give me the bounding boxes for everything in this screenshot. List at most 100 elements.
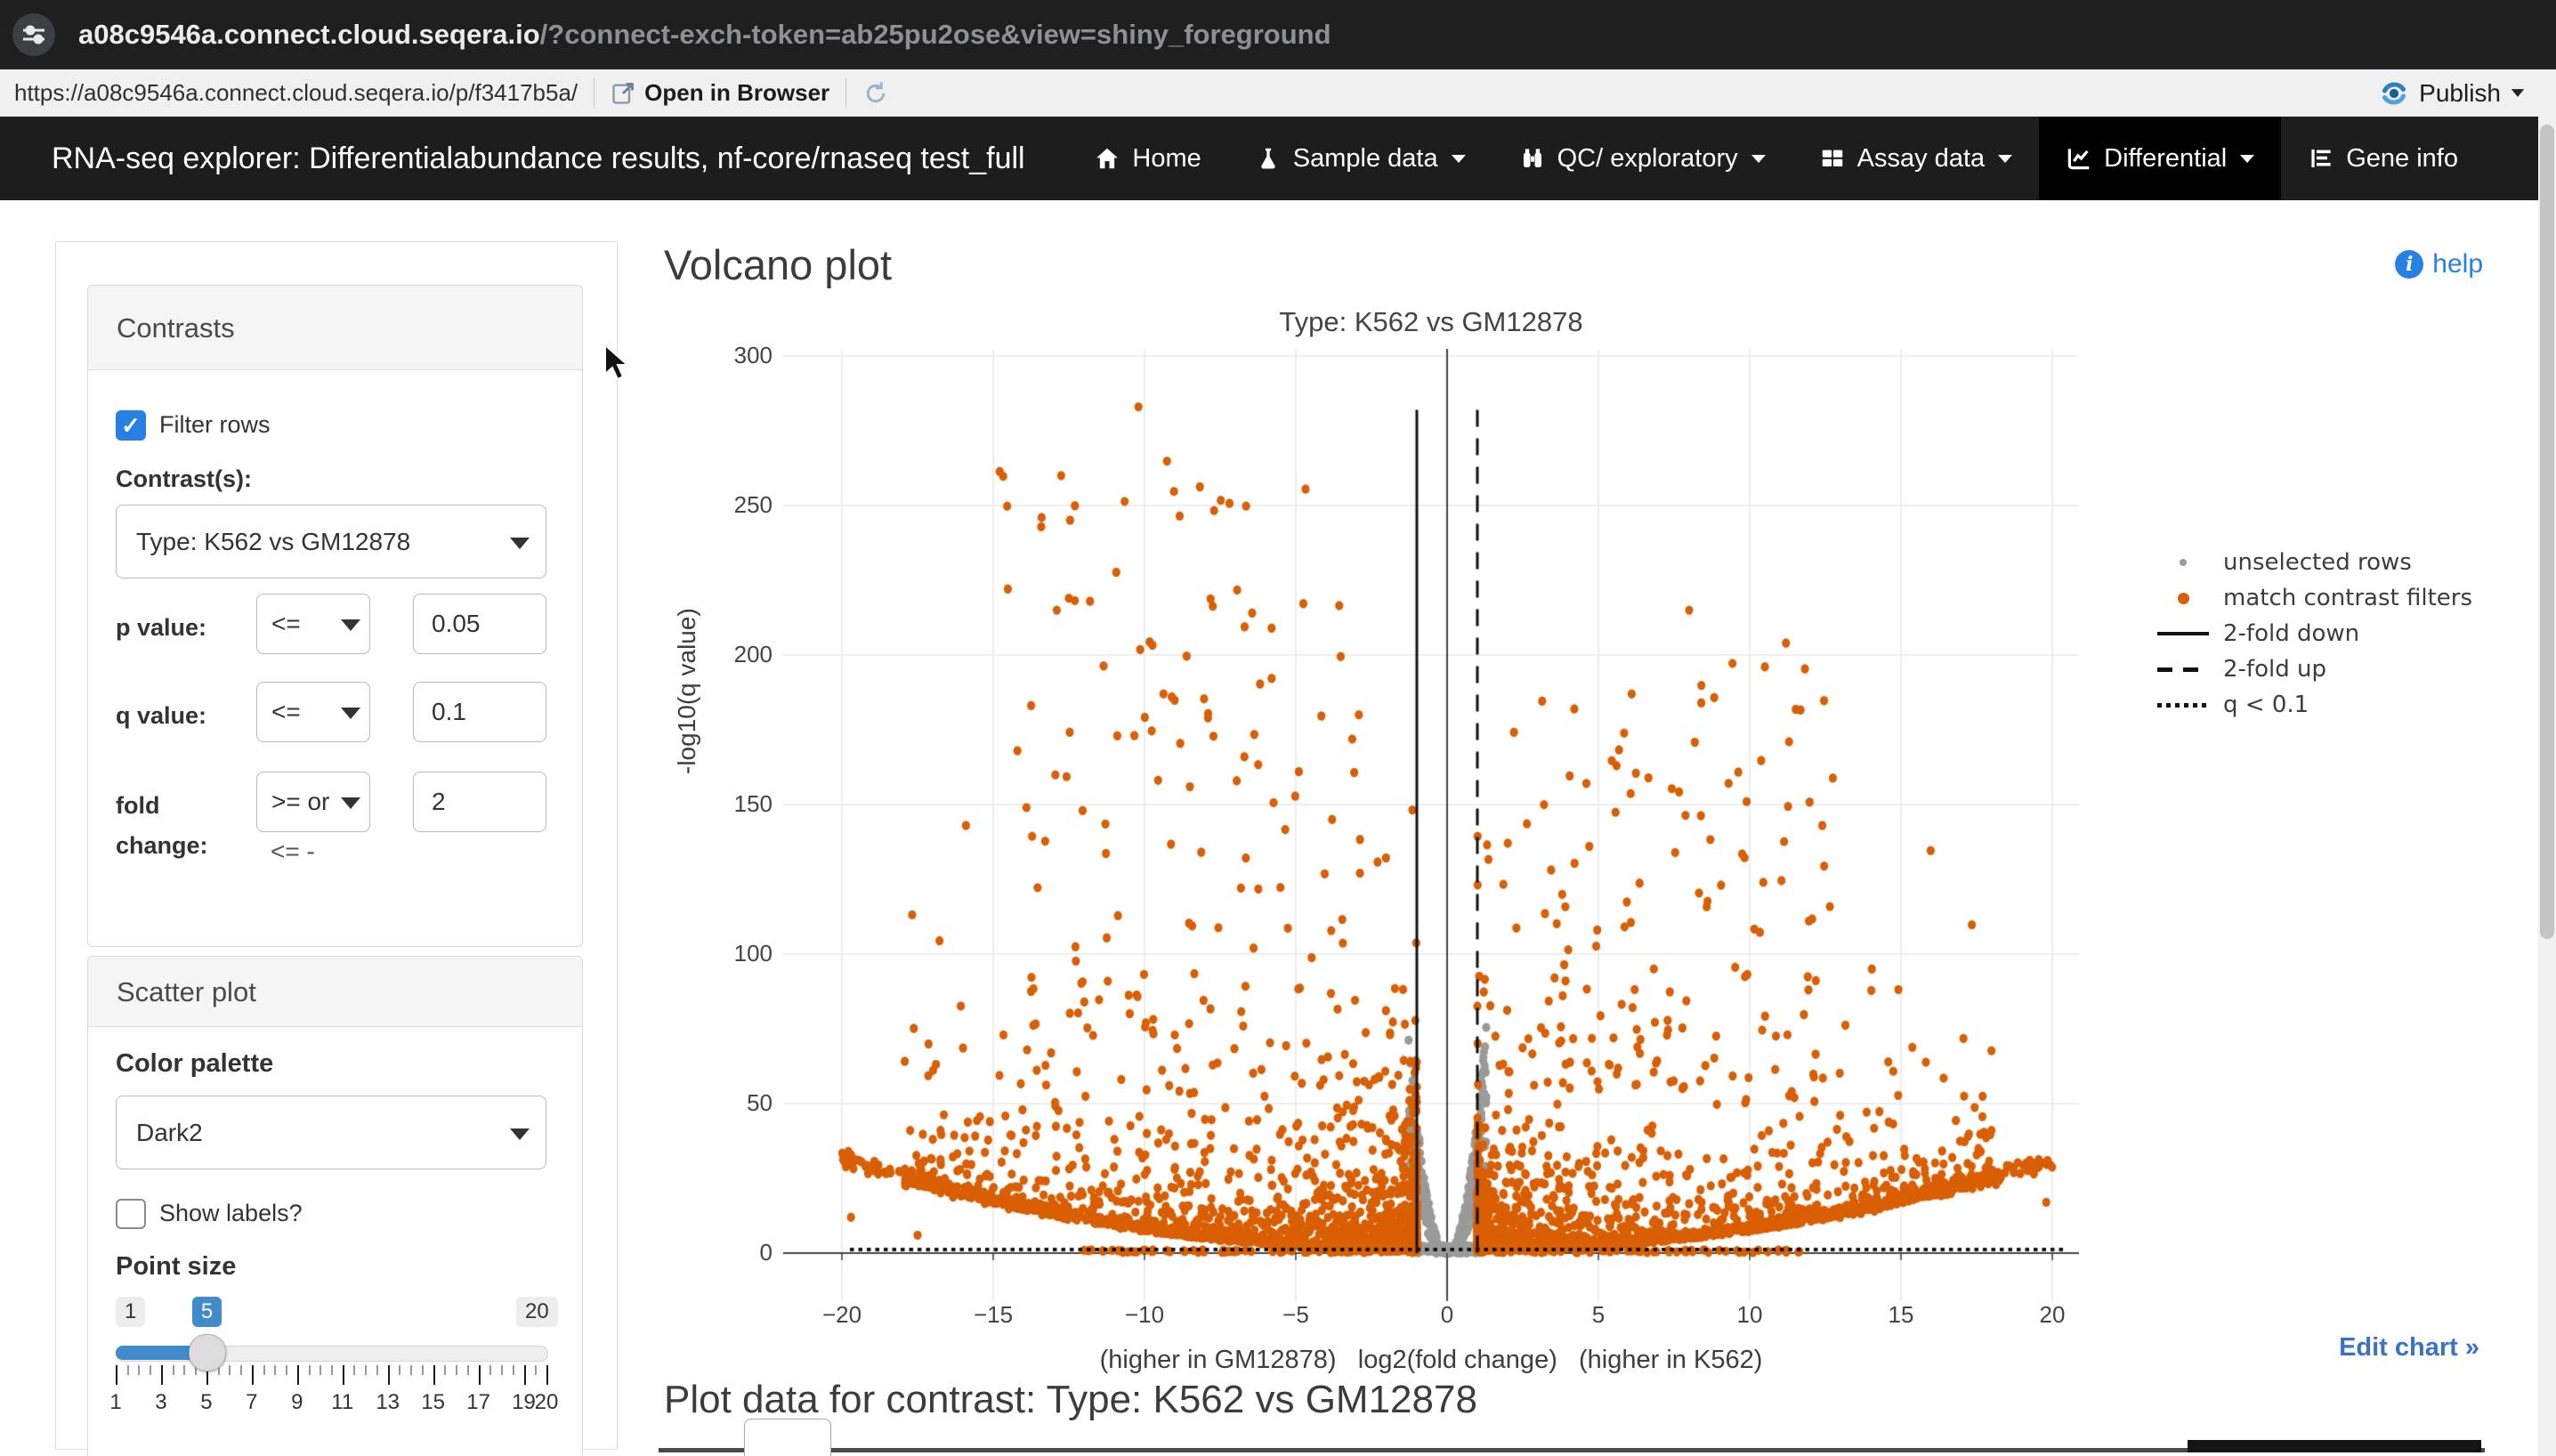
slider-tick [308,1365,311,1375]
slider-tick [421,1365,424,1375]
open-in-browser-icon [612,82,635,104]
operator-value: <= [271,610,301,637]
x-tick-label: −10 [1124,1301,1165,1328]
x-tick-label: −20 [821,1301,862,1328]
slider-tick-label: 19 [512,1390,536,1414]
address-url[interactable]: a08c9546a.connect.cloud.seqera.io/?conne… [78,19,1331,51]
x-axis-title: (higher in GM12878) log2(fold change) (h… [1099,1346,1763,1374]
q-value-operator-select[interactable]: <= [256,682,370,742]
page-title: Volcano plot [664,241,893,288]
open-in-browser-button[interactable]: Open in Browser [644,79,830,106]
legend-item[interactable]: q < 0.1 [2157,687,2472,723]
slider-tick [501,1365,504,1375]
fold-change-value-input[interactable]: 2 [413,772,546,832]
legend-label: q < 0.1 [2223,692,2309,718]
nav-item-label: Home [1132,143,1201,173]
info-icon: i [2395,250,2424,279]
slider-tick [195,1365,198,1375]
slider-tick [116,1365,117,1385]
legend-label: match contrast filters [2223,585,2473,611]
slider-tick [320,1365,322,1375]
home-icon [1096,148,1119,169]
slider-tick [535,1365,538,1375]
slider-tick-label: 13 [376,1390,400,1414]
url-path: /?connect-exch-token=ab25pu2ose&view=shi… [539,19,1331,50]
legend-item[interactable]: match contrast filters [2157,580,2472,616]
y-tick-label: 250 [733,491,772,518]
slider-tick [376,1365,378,1375]
chevron-down-icon [341,708,360,719]
slider-value-label: 5 [191,1297,222,1327]
publish-button[interactable]: Publish [2378,69,2526,117]
slider-tick [150,1365,152,1375]
volcano-plot-canvas[interactable] [783,349,2079,1301]
contrast-select[interactable]: Type: K562 vs GM12878 [116,505,546,578]
edit-chart-link[interactable]: Edit chart » [2339,1333,2479,1362]
x-tick-label: 15 [1888,1301,1914,1328]
help-link[interactable]: i help [2395,249,2483,279]
nav-item-label: Gene info [2346,143,2458,173]
nav-item-sample-data[interactable]: Sample data [1228,117,1492,200]
show-labels-checkbox[interactable] [116,1199,146,1229]
slider-handle[interactable] [188,1334,226,1371]
slider-tick-label: 5 [200,1390,213,1414]
chevron-down-icon [1998,154,2013,163]
refresh-icon[interactable] [862,80,889,107]
fold-change-operator-select[interactable]: >= or [256,772,370,832]
chart-title: Type: K562 vs GM12878 [1279,306,1583,337]
x-tick-label: −5 [1282,1301,1309,1328]
legend-label: 2-fold up [2223,656,2326,683]
color-palette-label: Color palette [116,1049,274,1078]
color-palette-value: Dark2 [136,1118,203,1146]
entries-select-partial[interactable] [744,1419,831,1456]
slider-tick [296,1365,299,1385]
filter-rows-label: Filter rows [159,411,271,438]
color-palette-select[interactable]: Dark2 [116,1096,546,1169]
nav-item-assay-data[interactable]: Assay data [1792,117,2039,200]
fold-change-label: fold change: [116,792,208,859]
nav-item-label: Differential [2104,143,2228,173]
chart-legend[interactable]: unselected rows match contrast filters 2-f… [2157,545,2472,723]
slider-tick [342,1365,344,1385]
slider-max-label: 20 [516,1297,558,1327]
slider-tick [138,1365,141,1375]
y-tick-label: 100 [733,940,772,967]
scrollbar-thumb[interactable] [2540,125,2554,939]
contrast-select-value: Type: K562 vs GM12878 [136,527,411,555]
mouse-cursor [604,344,630,381]
flask-icon [1261,148,1275,169]
slider-tick-label: 11 [331,1390,354,1414]
legend-item[interactable]: 2-fold up [2157,651,2472,687]
y-axis-title: -log10(q value) [673,608,700,774]
slider-tick [410,1365,413,1375]
nav-item-home[interactable]: Home [1067,117,1227,200]
slider-tick [229,1365,231,1375]
browser-url-bar[interactable]: a08c9546a.connect.cloud.seqera.io/?conne… [0,0,2556,69]
legend-item[interactable]: unselected rows [2157,545,2472,580]
nav-item-qc-exploratory[interactable]: QC/ exploratory [1492,117,1792,200]
nav-item-label: Assay data [1856,143,1986,173]
chevron-down-icon [1751,154,1766,163]
q-value-value-input[interactable]: 0.1 [413,682,546,742]
operator-value: >= or [271,788,330,815]
slider-tick [523,1365,526,1385]
slider-tick [456,1365,458,1375]
help-label: help [2432,249,2483,279]
p-value-value-input[interactable]: 0.05 [413,594,546,654]
site-settings-icon[interactable] [12,13,55,56]
chevron-down-icon [2240,154,2255,163]
slider-tick [251,1365,254,1385]
slider-tick [489,1365,492,1375]
slider-tick [466,1365,469,1375]
filter-rows-checkbox[interactable]: ✓ [116,410,146,441]
y-tick-label: 0 [759,1239,772,1266]
slider-tick [240,1365,243,1375]
p-value-operator-select[interactable]: <= [256,594,370,654]
table-icon [1822,150,1842,166]
nav-item-gene-info[interactable]: Gene info [2281,117,2485,200]
nav-item-differential[interactable]: Differential [2039,117,2282,200]
chevron-down-icon [510,1128,530,1140]
legend-swatch-small-gray-dot [2157,559,2209,566]
legend-item[interactable]: 2-fold down [2157,616,2472,651]
